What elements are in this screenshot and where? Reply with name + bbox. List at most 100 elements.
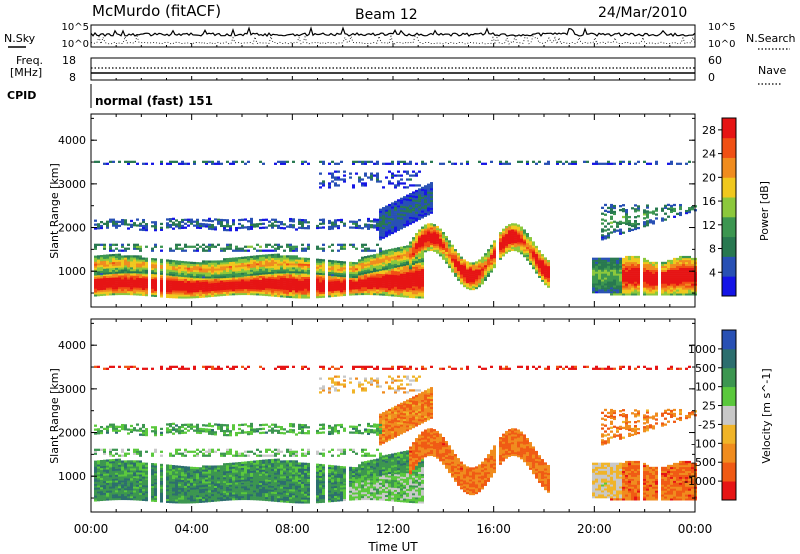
echo-cell <box>190 261 193 264</box>
echo-cell <box>400 277 403 280</box>
echo-cell <box>625 267 628 270</box>
echo-cell <box>337 278 340 281</box>
echo-cell <box>382 258 385 261</box>
echo-cell <box>253 293 256 296</box>
echo-cell <box>418 262 421 266</box>
echo-cell <box>340 270 343 274</box>
echo-cell <box>109 484 112 487</box>
echo-cell <box>274 247 277 250</box>
echo-cell <box>415 199 418 202</box>
echo-cell <box>250 261 253 264</box>
echo-cell <box>112 285 115 288</box>
echo-cell <box>190 284 193 287</box>
echo-cell <box>184 290 187 293</box>
echo-cell <box>295 294 298 297</box>
echo-cell <box>355 289 358 292</box>
echo-cell <box>304 296 307 299</box>
echo-cell <box>685 281 688 284</box>
echo-cell <box>106 256 109 259</box>
echo-cell <box>139 222 142 225</box>
echo-cell <box>385 265 388 268</box>
echo-cell <box>283 273 286 277</box>
echo-cell <box>235 277 238 280</box>
echo-cell <box>646 269 649 272</box>
echo-cell <box>385 289 388 293</box>
echo-cell <box>253 279 256 282</box>
echo-cell <box>457 262 460 266</box>
echo-cell <box>412 262 415 265</box>
echo-cell <box>511 244 514 248</box>
echo-cell <box>220 264 223 267</box>
echo-cell <box>544 273 547 276</box>
echo-cell <box>175 286 178 289</box>
echo-cell <box>253 291 256 294</box>
echo-cell <box>391 229 394 233</box>
echo-cell <box>430 229 433 232</box>
echo-cell <box>145 228 148 232</box>
echo-cell <box>127 227 130 230</box>
echo-cell <box>385 229 388 232</box>
echo-cell <box>643 263 646 267</box>
echo-cell <box>466 269 469 272</box>
echo-cell <box>604 225 607 228</box>
echo-cell <box>100 276 103 279</box>
echo-cell <box>229 225 232 228</box>
echo-cell <box>436 229 439 233</box>
echo-cell <box>298 269 301 272</box>
echo-cell <box>691 271 694 274</box>
echo-cell <box>400 289 403 292</box>
echo-cell <box>328 285 331 288</box>
echo-cell <box>106 273 109 276</box>
echo-cell <box>424 230 427 233</box>
echo-cell <box>361 243 364 246</box>
echo-cell <box>259 272 262 275</box>
echo-cell <box>127 290 130 294</box>
echo-cell <box>334 274 337 277</box>
echo-cell <box>664 218 667 221</box>
echo-cell <box>505 239 508 242</box>
echo-cell <box>415 276 418 279</box>
echo-cell <box>214 280 217 283</box>
echo-cell <box>271 288 274 291</box>
echo-cell <box>643 223 646 226</box>
echo-cell <box>307 274 310 277</box>
echo-cell <box>298 222 301 226</box>
echo-cell <box>367 292 370 296</box>
echo-cell <box>211 268 214 271</box>
echo-cell <box>301 267 304 270</box>
echo-cell <box>94 282 97 285</box>
echo-cell <box>463 265 466 268</box>
echo-cell <box>166 280 169 283</box>
echo-cell <box>412 237 415 240</box>
echo-cell <box>145 271 148 274</box>
echo-cell <box>382 291 385 294</box>
echo-cell <box>142 267 145 270</box>
echo-cell <box>379 283 382 286</box>
echo-cell <box>655 279 658 282</box>
echo-cell <box>292 160 295 163</box>
echo-cell <box>649 269 652 272</box>
echo-cell <box>349 271 352 274</box>
echo-cell <box>100 473 103 477</box>
echo-cell <box>670 281 673 284</box>
echo-cell <box>115 478 118 481</box>
echo-cell <box>292 261 295 264</box>
echo-cell <box>109 448 112 451</box>
echo-cell <box>223 285 226 289</box>
echo-cell <box>238 268 241 272</box>
echo-cell <box>193 265 196 269</box>
echo-cell <box>421 276 424 279</box>
echo-cell <box>220 289 223 293</box>
echo-cell <box>631 207 634 210</box>
echo-cell <box>151 278 154 282</box>
echo-cell <box>121 261 124 264</box>
echo-cell <box>253 269 256 272</box>
echo-cell <box>223 258 226 261</box>
echo-cell <box>121 255 124 258</box>
echo-cell <box>664 293 667 296</box>
echo-cell <box>175 268 178 271</box>
echo-cell <box>100 281 103 285</box>
echo-cell <box>544 282 547 286</box>
echo-cell <box>142 289 145 293</box>
